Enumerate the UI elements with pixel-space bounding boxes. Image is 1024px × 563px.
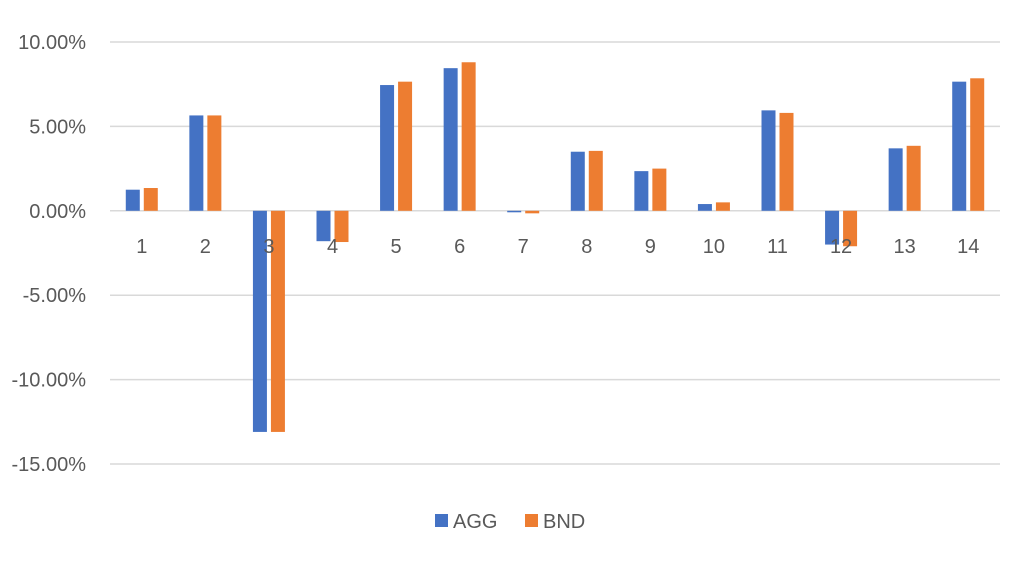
bar-agg-8	[570, 151, 585, 211]
category-label: 14	[957, 236, 979, 258]
category-label: 3	[263, 236, 274, 258]
category-label: 1	[136, 236, 147, 258]
y-tick-label: -5.00%	[23, 285, 87, 307]
category-label: 6	[454, 236, 465, 258]
bar-bnd-3	[270, 210, 285, 432]
bar-agg-9	[634, 171, 649, 211]
bar-bnd-1	[143, 188, 158, 211]
bar-agg-4	[316, 210, 331, 242]
legend: AGG BND	[435, 511, 585, 533]
gridlines	[110, 41, 1000, 465]
bar-bnd-7	[525, 210, 540, 214]
bar-agg-11	[761, 110, 776, 211]
legend-swatch-bnd	[525, 514, 538, 527]
bar-agg-14	[952, 81, 967, 211]
category-label: 8	[581, 236, 592, 258]
category-labels: 1 2 3 4 5 6 7 8 9 10 11 12 13 14	[136, 236, 979, 258]
bar-agg-1	[125, 189, 140, 211]
category-label: 13	[894, 236, 916, 258]
bar-bnd-14	[970, 78, 985, 211]
y-axis-tick-labels: 10.00% 5.00% 0.00% -5.00% -10.00% -15.00%	[12, 32, 87, 476]
bar-bnd-12	[843, 210, 858, 247]
y-tick-label: -15.00%	[12, 454, 87, 476]
bar-bnd-10	[715, 202, 730, 211]
bar-agg-7	[507, 210, 522, 213]
bar-agg-10	[697, 204, 712, 211]
category-label: 10	[703, 236, 725, 258]
y-tick-label: 0.00%	[29, 201, 86, 223]
bar-bnd-11	[779, 112, 794, 211]
bar-bnd-6	[461, 62, 476, 211]
y-tick-label: 10.00%	[18, 32, 86, 54]
bar-agg-5	[380, 85, 395, 211]
category-label: 12	[830, 236, 852, 258]
category-label: 2	[200, 236, 211, 258]
category-label: 11	[767, 236, 788, 258]
bar-agg-6	[443, 68, 458, 211]
bar-bnd-9	[652, 168, 667, 211]
bar-bnd-2	[207, 115, 222, 211]
y-tick-label: -10.00%	[12, 370, 87, 392]
bar-bnd-8	[588, 150, 603, 211]
bars	[125, 62, 985, 432]
bar-bnd-4	[334, 210, 349, 243]
bar-agg-12	[825, 210, 840, 245]
legend-label-bnd: BND	[543, 511, 585, 533]
category-label: 9	[645, 236, 656, 258]
category-label: 7	[518, 236, 529, 258]
bar-agg-13	[888, 148, 903, 211]
bar-agg-2	[189, 115, 204, 211]
bar-bnd-13	[906, 145, 921, 211]
bar-bnd-5	[398, 81, 413, 211]
legend-label-agg: AGG	[453, 511, 497, 533]
bar-agg-3	[252, 210, 267, 432]
legend-swatch-agg	[435, 514, 448, 527]
y-tick-label: 5.00%	[29, 116, 86, 138]
category-label: 5	[391, 236, 402, 258]
category-label: 4	[327, 236, 338, 258]
